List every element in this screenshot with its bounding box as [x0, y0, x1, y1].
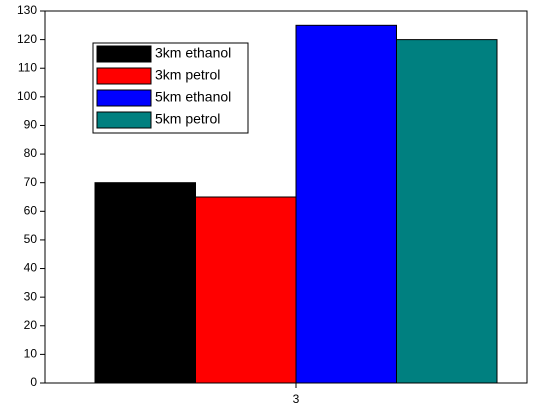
bar: [396, 39, 498, 384]
legend-label: 3km petrol: [155, 67, 220, 83]
legend-swatch: [96, 111, 152, 129]
legend-label: 3km ethanol: [155, 45, 231, 61]
legend-swatch: [96, 45, 152, 63]
y-tick-label: 120: [17, 32, 37, 46]
y-tick-label: 130: [17, 3, 37, 17]
y-tick-label: 10: [24, 347, 38, 361]
y-tick-label: 110: [18, 60, 37, 74]
bar: [195, 196, 297, 384]
y-tick-label: 90: [24, 118, 38, 132]
bar: [295, 24, 397, 384]
y-tick-label: 30: [24, 289, 38, 303]
legend-label: 5km petrol: [155, 111, 220, 127]
bar: [94, 182, 196, 384]
y-tick-label: 60: [24, 203, 38, 217]
legend-label: 5km ethanol: [155, 89, 231, 105]
y-tick-label: 100: [17, 89, 37, 103]
y-tick-label: 40: [24, 261, 38, 275]
y-tick-label: 50: [24, 232, 38, 246]
legend-swatch: [96, 89, 152, 107]
y-tick-label: 20: [24, 318, 38, 332]
plot-frame: [44, 10, 528, 384]
y-tick-label: 70: [24, 175, 38, 189]
y-tick-label: 0: [30, 375, 37, 389]
x-tick-label: 3: [293, 392, 300, 406]
y-tick-label: 80: [24, 146, 38, 160]
legend-swatch: [96, 67, 152, 85]
